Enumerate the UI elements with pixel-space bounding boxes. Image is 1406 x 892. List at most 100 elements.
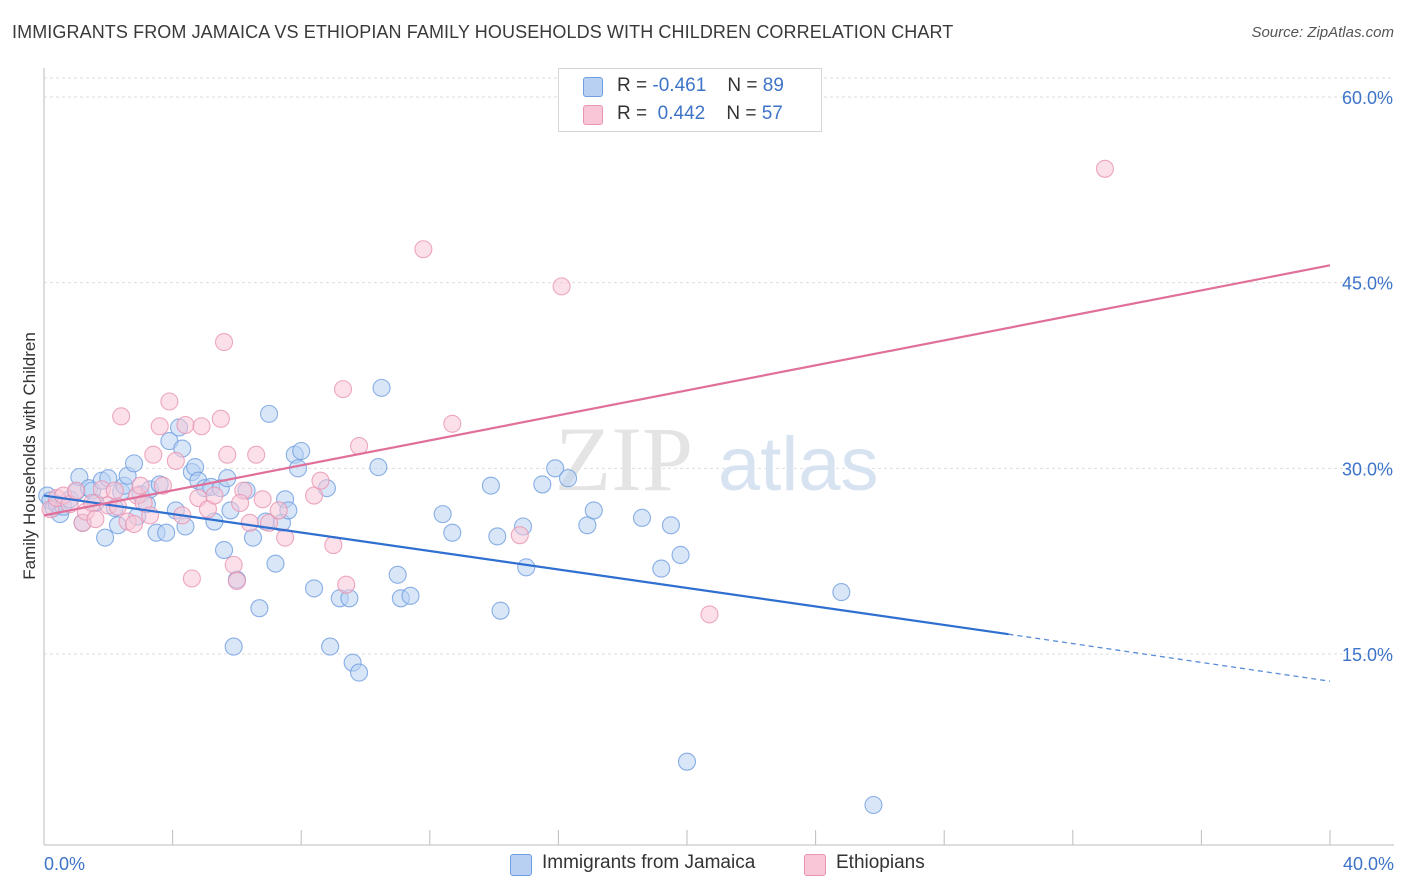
trend-line-jamaica-extension [1008,633,1331,682]
point-ethiopians [205,486,224,505]
point-ethiopians [224,555,243,574]
trend-line-ethiopians [43,264,1331,517]
point-jamaica [584,501,603,520]
legend-r-label: R = [617,75,648,96]
point-jamaica [491,601,510,620]
point-jamaica [350,663,369,682]
point-ethiopians [160,392,179,411]
point-ethiopians [443,414,462,433]
legend-r-value-jamaica: -0.461 [652,75,707,96]
point-ethiopians [105,481,124,500]
point-ethiopians [166,451,185,470]
point-jamaica [214,540,234,560]
point-ethiopians [414,240,433,259]
point-jamaica [292,441,311,461]
point-ethiopians [86,510,105,529]
point-ethiopians [182,569,201,588]
point-jamaica [443,523,462,542]
point-jamaica [157,523,176,542]
x-tick-label: 40.0% [1343,854,1394,874]
x-tick-label: 0.0% [44,854,85,874]
legend-swatch-ethiopians [583,105,603,125]
point-jamaica [517,558,536,577]
point-ethiopians [112,407,131,426]
watermark-atlas: atlas [718,422,879,507]
axes [43,68,1394,846]
point-jamaica [632,508,652,527]
point-jamaica [259,404,279,423]
bottom-legend-swatch-jamaica [510,854,532,876]
legend-r-label: R = [617,103,648,124]
legend-n-value-jamaica: 89 [762,75,784,96]
point-jamaica [266,554,285,573]
tick-labels: 15.0% 30.0% 45.0% 60.0% 0.0% 40.0% [44,88,1394,874]
point-jamaica [369,458,388,477]
point-jamaica [224,637,243,656]
legend-swatch-jamaica [583,77,603,97]
legend-r-value-ethiopians: 0.442 [657,103,706,124]
point-ethiopians [1095,159,1114,178]
point-ethiopians [214,333,234,352]
point-ethiopians [240,513,259,532]
point-ethiopians [247,445,266,464]
source-credit: Source: ZipAtlas.com [1251,24,1394,41]
point-jamaica [533,475,552,494]
point-ethiopians [333,380,353,399]
point-jamaica [305,579,324,598]
correlation-legend: R = -0.461 N = 89 R = 0.442 N = 57 [558,68,822,132]
point-jamaica [250,599,269,618]
legend-n-label: N = [727,75,758,96]
point-jamaica [677,752,697,771]
point-ethiopians [324,536,343,555]
point-ethiopians [227,571,246,591]
bottom-legend-swatch-ethiopians [804,854,826,876]
point-jamaica [864,795,883,815]
point-ethiopians [192,417,211,436]
point-jamaica [488,527,507,546]
point-jamaica [401,586,420,605]
point-jamaica [558,469,578,488]
point-ethiopians [176,415,195,435]
point-jamaica [321,637,340,656]
point-ethiopians [510,526,529,545]
bottom-legend-label-jamaica: Immigrants from Jamaica [542,852,756,873]
trend-line-jamaica [43,494,1009,636]
point-ethiopians [150,417,169,436]
point-jamaica [661,516,680,535]
point-jamaica [481,476,500,495]
legend-n-label: N = [726,103,757,124]
point-ethiopians [218,445,237,464]
point-ethiopians [311,471,330,490]
point-jamaica [372,378,391,397]
point-jamaica [288,459,308,478]
point-ethiopians [211,409,230,428]
y-tick-label: 45.0% [1342,274,1393,294]
y-tick-label: 15.0% [1342,645,1393,665]
point-jamaica [96,528,115,547]
point-ethiopians [124,514,144,534]
y-axis-label: Family Households with Children [20,332,39,580]
point-jamaica [243,528,263,547]
chart-title: IMMIGRANTS FROM JAMAICA VS ETHIOPIAN FAM… [12,22,954,42]
point-ethiopians [67,481,86,500]
bottom-legend-label-ethiopians: Ethiopians [836,852,925,873]
point-ethiopians [337,575,356,594]
point-jamaica [671,545,690,565]
y-tick-label: 30.0% [1342,459,1393,479]
point-ethiopians [144,445,163,464]
point-jamaica [433,505,452,524]
data-points [38,159,1114,815]
point-ethiopians [253,490,272,509]
watermark-zip: ZIP [555,408,693,510]
point-jamaica [124,454,144,473]
point-ethiopians [153,476,173,495]
trend-lines [43,264,1331,682]
point-jamaica [832,583,851,602]
point-ethiopians [700,605,719,624]
point-ethiopians [131,476,150,495]
point-jamaica [546,459,565,478]
y-tick-label: 60.0% [1342,88,1393,108]
point-ethiopians [269,501,288,520]
point-ethiopians [231,493,250,513]
